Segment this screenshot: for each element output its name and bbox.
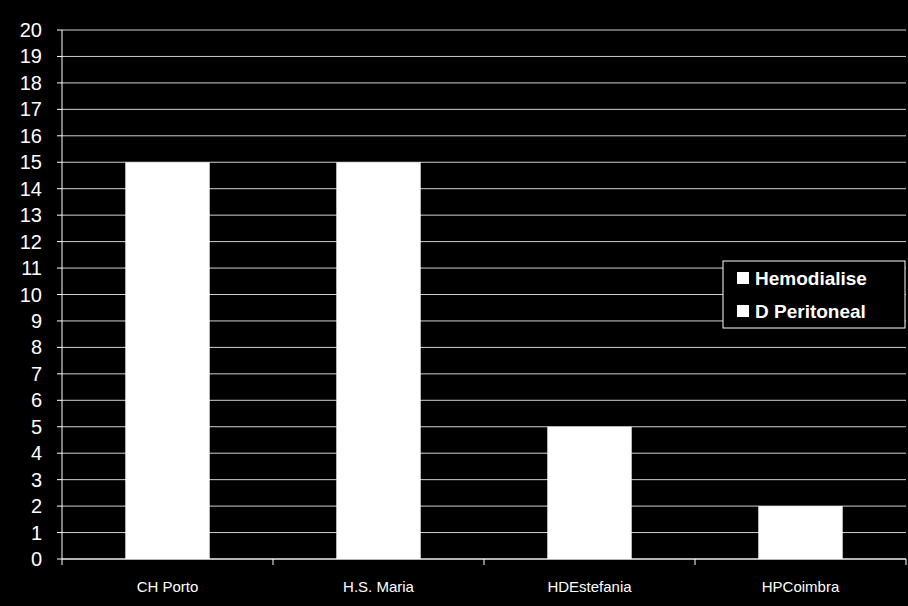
grid-line — [62, 135, 906, 136]
y-tick-label: 5 — [31, 416, 42, 438]
legend-box — [723, 261, 905, 328]
category-label: CH Porto — [137, 578, 199, 595]
y-tick — [57, 373, 62, 374]
bar — [336, 162, 420, 559]
y-tick-label: 15 — [20, 151, 42, 173]
y-tick-label: 16 — [20, 125, 42, 147]
bar — [547, 426, 631, 427]
y-tick — [57, 453, 62, 454]
x-tick — [906, 559, 907, 565]
y-tick-label: 14 — [20, 178, 42, 200]
y-tick — [57, 426, 62, 427]
legend-label: Hemodialise — [755, 268, 867, 289]
y-tick-label: 19 — [20, 45, 42, 67]
y-tick — [57, 532, 62, 533]
category-label: H.S. Maria — [343, 578, 415, 595]
grid-line — [62, 30, 906, 31]
y-tick — [57, 320, 62, 321]
y-tick-label: 10 — [20, 284, 42, 306]
y-axis — [62, 30, 63, 559]
y-tick — [57, 30, 62, 31]
category-label: HDEstefania — [547, 578, 632, 595]
y-tick-label: 12 — [20, 231, 42, 253]
y-tick-label: 6 — [31, 389, 42, 411]
y-tick — [57, 109, 62, 110]
y-tick — [57, 135, 62, 136]
y-tick — [57, 506, 62, 507]
y-tick-label: 18 — [20, 72, 42, 94]
x-tick — [62, 559, 63, 565]
y-tick-label: 2 — [31, 495, 42, 517]
y-tick-label: 17 — [20, 98, 42, 120]
y-tick — [57, 82, 62, 83]
bar — [125, 162, 209, 163]
y-tick — [57, 215, 62, 216]
background — [0, 0, 908, 606]
y-tick — [57, 268, 62, 269]
legend: Hemodialise D Peritoneal — [723, 261, 905, 328]
grid-line — [62, 56, 906, 57]
y-tick-label: 0 — [31, 548, 42, 570]
chart: 01234567891011121314151617181920CH Porto… — [0, 0, 908, 606]
grid-line — [62, 82, 906, 83]
x-tick — [695, 559, 696, 565]
bar — [336, 162, 420, 163]
y-tick — [57, 479, 62, 480]
y-tick — [57, 56, 62, 57]
bar — [758, 506, 842, 559]
x-tick — [273, 559, 274, 565]
bar — [758, 506, 842, 507]
y-tick-label: 13 — [20, 204, 42, 226]
y-tick — [57, 241, 62, 242]
bar — [125, 162, 209, 559]
y-tick-label: 3 — [31, 469, 42, 491]
y-tick-label: 4 — [31, 442, 42, 464]
y-tick — [57, 294, 62, 295]
y-tick — [57, 162, 62, 163]
legend-label: D Peritoneal — [755, 301, 866, 322]
y-tick-label: 7 — [31, 363, 42, 385]
y-tick — [57, 188, 62, 189]
legend-swatch — [737, 272, 749, 284]
x-tick — [484, 559, 485, 565]
y-tick — [57, 347, 62, 348]
legend-swatch — [737, 305, 749, 317]
y-tick-label: 1 — [31, 522, 42, 544]
grid-line — [62, 109, 906, 110]
y-tick — [57, 559, 62, 560]
y-tick — [57, 400, 62, 401]
y-tick-label: 20 — [20, 19, 42, 41]
y-tick-label: 9 — [31, 310, 42, 332]
y-tick-label: 11 — [21, 257, 42, 279]
bars — [125, 162, 842, 559]
bar — [547, 427, 631, 559]
category-label: HPCoimbra — [762, 578, 840, 595]
y-tick-label: 8 — [31, 336, 42, 358]
